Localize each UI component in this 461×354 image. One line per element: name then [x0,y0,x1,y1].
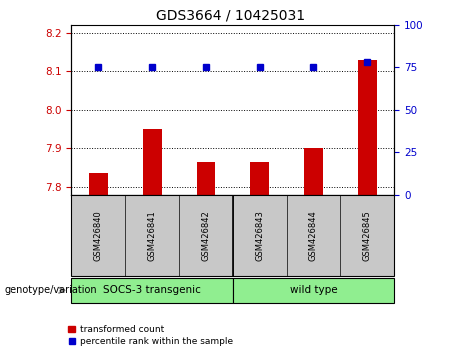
Bar [304,148,323,195]
Bar [358,59,377,195]
Bar [196,162,215,195]
Bar [89,173,108,195]
Text: GSM426841: GSM426841 [148,210,157,261]
Text: GSM426840: GSM426840 [94,210,103,261]
Text: GSM426844: GSM426844 [309,210,318,261]
Text: genotype/variation: genotype/variation [5,285,97,295]
Text: GDS3664 / 10425031: GDS3664 / 10425031 [156,9,305,23]
Bar [143,129,161,195]
Text: GSM426845: GSM426845 [363,210,372,261]
Bar [233,278,394,303]
Text: SOCS-3 transgenic: SOCS-3 transgenic [103,285,201,295]
Text: GSM426842: GSM426842 [201,210,210,261]
Text: wild type: wild type [290,285,337,295]
Text: GSM426843: GSM426843 [255,210,264,261]
Legend: transformed count, percentile rank within the sample: transformed count, percentile rank withi… [65,321,236,349]
Bar [250,162,269,195]
Bar [71,278,233,303]
